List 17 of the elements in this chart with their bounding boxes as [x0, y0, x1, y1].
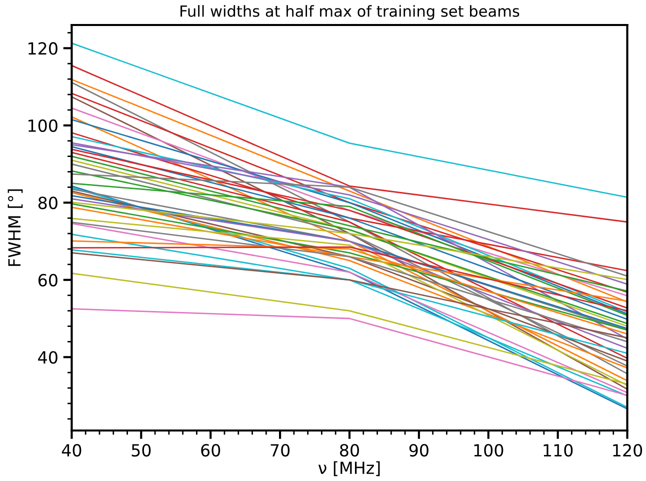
x-tick-label: 70	[270, 444, 290, 457]
x-tick-label: 80	[340, 444, 359, 457]
y-tick-label: 120	[28, 42, 58, 55]
y-tick-label: 100	[28, 119, 58, 132]
x-tick-label: 90	[409, 444, 428, 457]
x-tick-label: 50	[132, 444, 151, 457]
x-axis-title: ν [MHz]	[318, 461, 380, 476]
y-tick-label: 60	[38, 274, 58, 286]
x-tick-label: 40	[62, 444, 82, 457]
y-tick-label: 40	[38, 351, 58, 364]
x-tick-label: 110	[544, 444, 573, 457]
x-tick-label: 60	[201, 444, 220, 457]
y-axis-title: FWHM [°]	[8, 189, 23, 266]
y-tick-label: 80	[38, 196, 58, 210]
chart-title: Full widths at half max of training set beams	[180, 5, 520, 20]
x-tick-label: 100	[474, 444, 504, 457]
x-tick-label: 120	[613, 444, 642, 457]
